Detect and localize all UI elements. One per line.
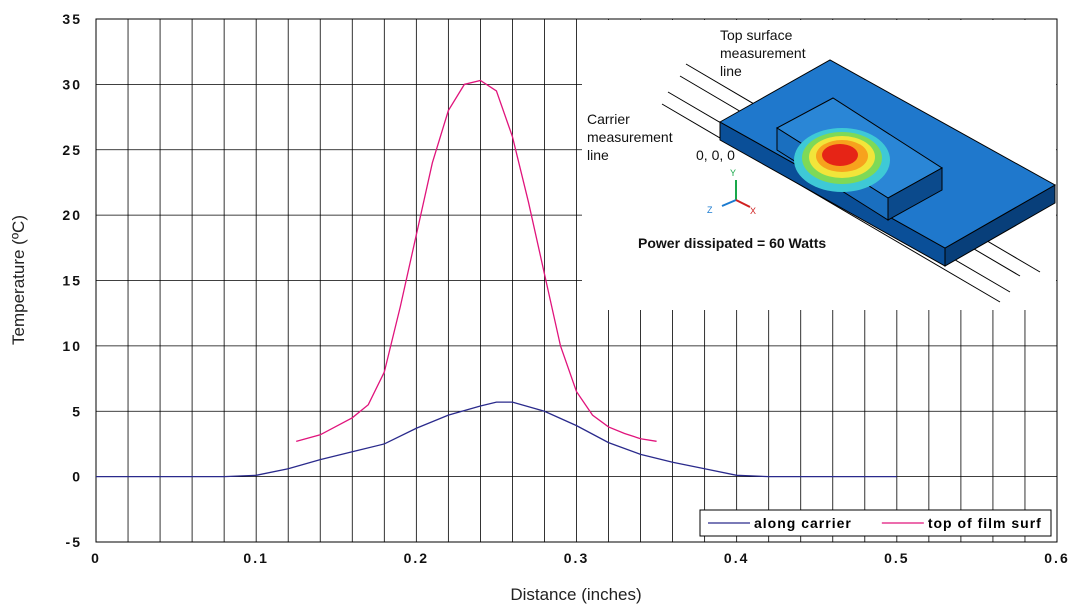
axis-x: X [750, 206, 756, 216]
x-tick-label: 0.6 [1044, 550, 1069, 566]
axis-z: Z [707, 205, 713, 215]
origin-label: 0, 0, 0 [696, 147, 735, 163]
x-tick-label: 0.2 [404, 550, 429, 566]
y-tick-label: -5 [66, 534, 82, 550]
axis-y: Y [730, 168, 736, 178]
axis-arrow [721, 199, 737, 207]
inset-label: line [587, 147, 609, 163]
inset-illustration: Y Z X 0, 0, 0 Power dissipated = 60 Watt… [582, 20, 1057, 310]
inset-label: Carrier [587, 111, 630, 127]
y-tick-label: 25 [62, 142, 82, 158]
y-tick-label: 10 [62, 338, 82, 354]
legend-label: along carrier [754, 515, 852, 531]
inset-label: measurement [587, 129, 673, 145]
x-tick-label: 0.4 [724, 550, 749, 566]
y-tick-label: 0 [72, 469, 82, 485]
x-tick-label: 0.5 [884, 550, 909, 566]
x-tick-label: 0 [91, 550, 101, 566]
y-axis-title: Temperature (ºC) [9, 215, 28, 345]
axis-arrow [735, 199, 751, 208]
inset-label: line [720, 63, 742, 79]
x-tick-label: 0.1 [243, 550, 268, 566]
inset-label: measurement [720, 45, 806, 61]
y-tick-label: 5 [72, 403, 82, 419]
measurement-line [661, 103, 1001, 303]
x-axis-title: Distance (inches) [510, 585, 641, 604]
power-label: Power dissipated = 60 Watts [638, 235, 826, 251]
y-tick-label: 30 [62, 76, 82, 92]
heat-zone [822, 144, 858, 166]
series-line [296, 79, 657, 442]
inset-label: Top surface [720, 27, 793, 43]
x-tick-label: 0.3 [564, 550, 589, 566]
series-line [96, 401, 897, 478]
y-tick-label: 15 [62, 273, 82, 289]
legend-label: top of film surf [928, 515, 1042, 531]
legend [699, 509, 1052, 537]
y-tick-label: 35 [62, 11, 82, 27]
y-tick-label: 20 [62, 207, 82, 223]
